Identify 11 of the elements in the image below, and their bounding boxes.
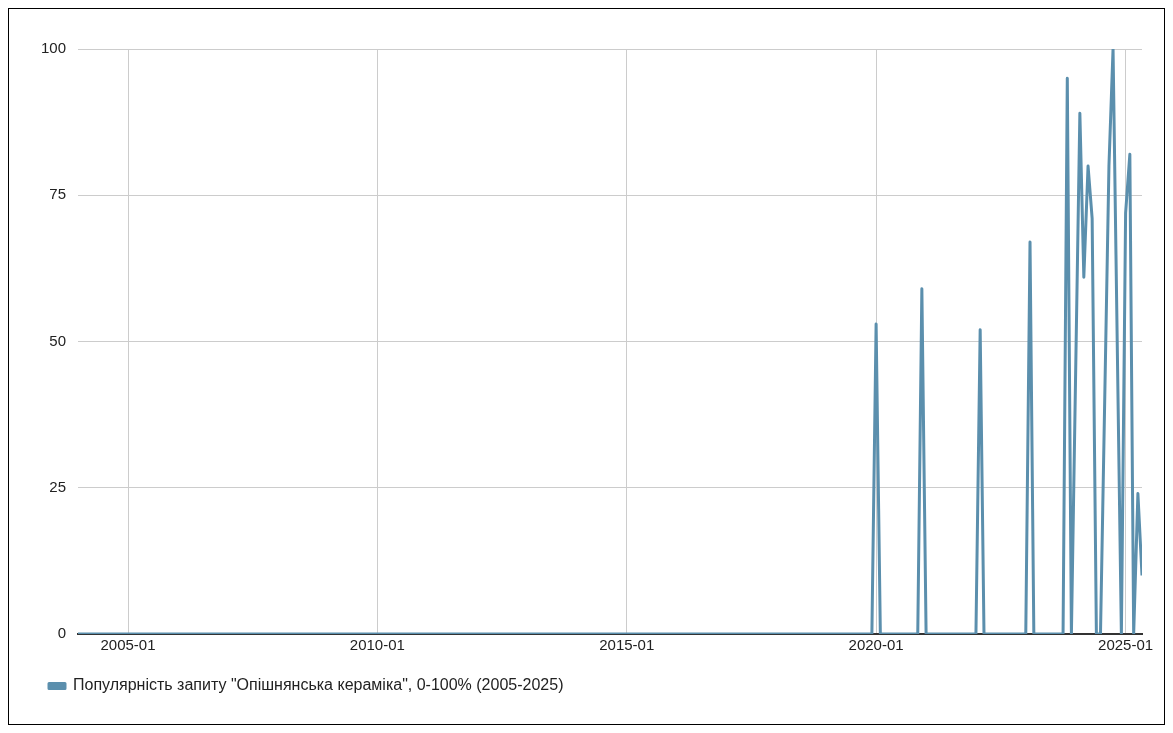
x-tick-label: 2015-01 — [599, 636, 655, 654]
x-tick-label: 2005-01 — [100, 636, 156, 654]
y-tick-label: 0 — [57, 624, 67, 642]
y-tick-label: 100 — [41, 39, 67, 57]
x-tick-label: 2010-01 — [349, 636, 405, 654]
y-tick-label: 25 — [49, 477, 67, 495]
y-tick-label: 75 — [49, 185, 67, 203]
x-tick-label: 2020-01 — [848, 636, 904, 654]
x-tick-label: 2025-01 — [1098, 636, 1154, 654]
y-tick-label: 50 — [49, 331, 67, 349]
legend-label: Популярність запиту "Опішнянська кераміка", 0-100% (2005-2025) — [73, 676, 564, 694]
